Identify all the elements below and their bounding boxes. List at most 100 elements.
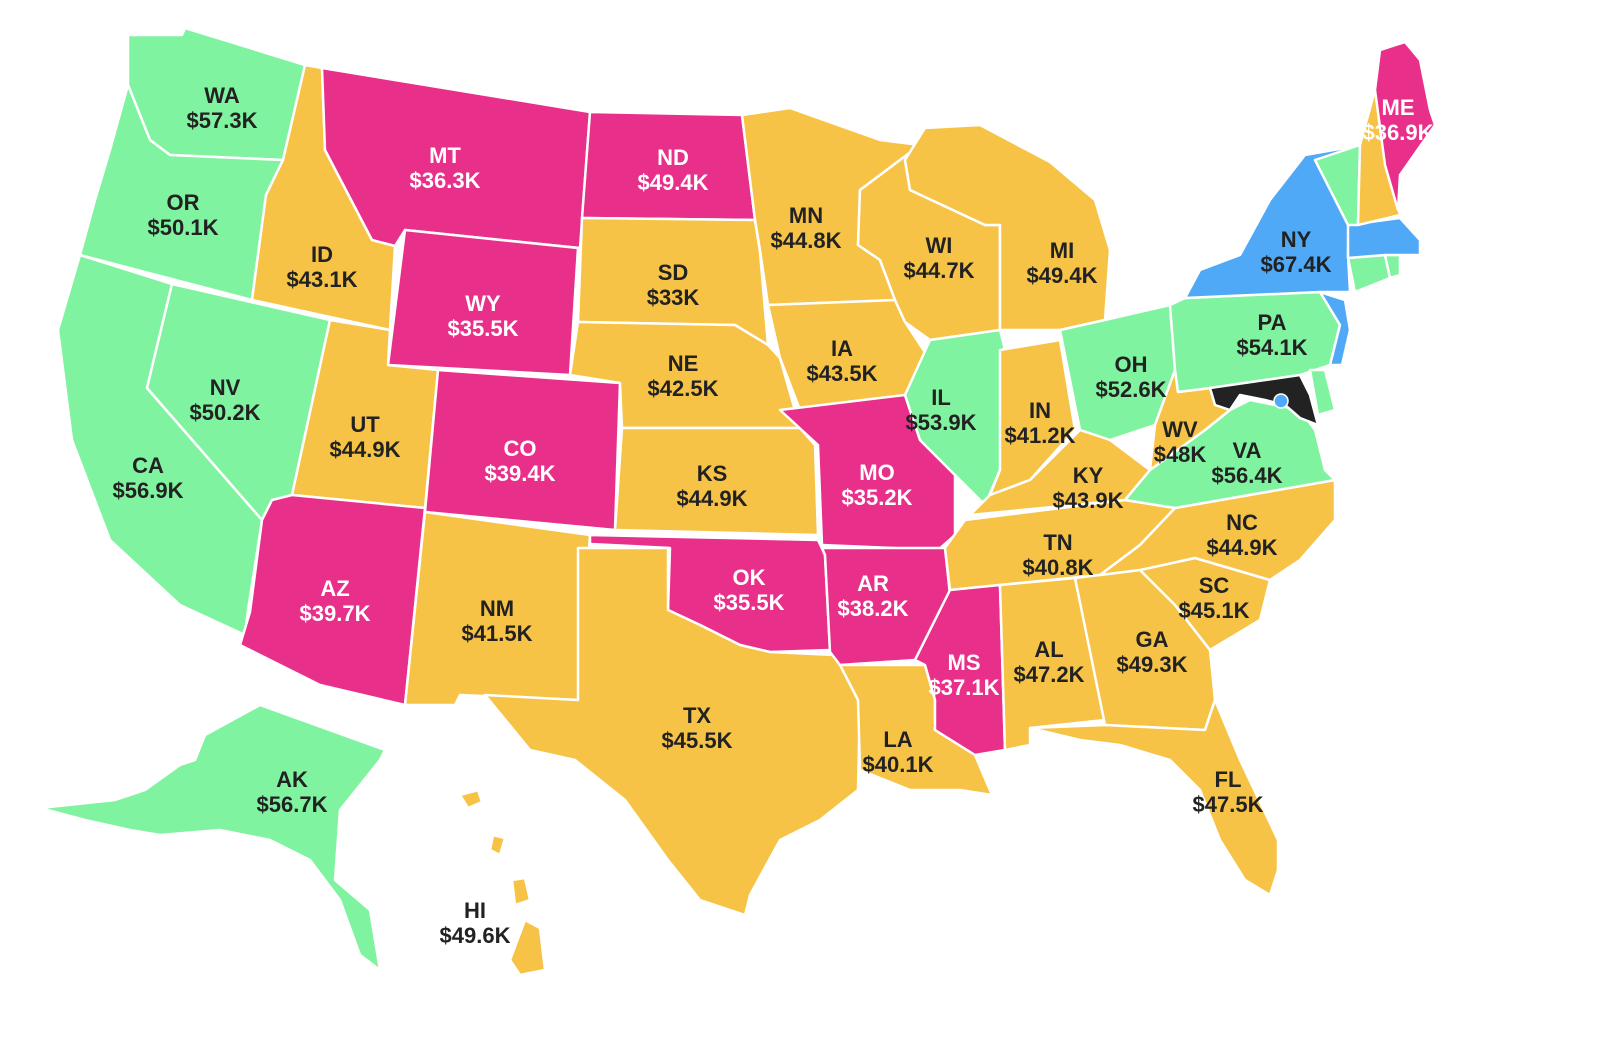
state-label-mt: MT — [429, 143, 461, 168]
state-hi-island-3[interactable] — [488, 833, 507, 857]
state-value-mt: $36.3K — [410, 168, 481, 193]
state-label-hi: HI — [464, 898, 486, 923]
state-value-wi: $44.7K — [904, 258, 975, 283]
state-value-al: $47.2K — [1014, 662, 1085, 687]
state-tx[interactable] — [483, 546, 862, 917]
state-label-ga: GA — [1136, 627, 1169, 652]
state-fl[interactable] — [1028, 698, 1280, 897]
state-value-il: $53.9K — [906, 410, 977, 435]
state-label-ok: OK — [733, 565, 766, 590]
state-label-la: LA — [883, 727, 912, 752]
state-label-co: CO — [504, 436, 537, 461]
state-label-sc: SC — [1199, 573, 1230, 598]
state-hi[interactable] — [508, 918, 547, 977]
state-label-wa: WA — [204, 83, 240, 108]
state-label-ut: UT — [350, 412, 380, 437]
state-label-pa: PA — [1258, 310, 1287, 335]
state-value-hi: $49.6K — [440, 923, 511, 948]
state-value-ny: $67.4K — [1261, 252, 1332, 277]
state-label-ak: AK — [276, 767, 308, 792]
state-label-fl: FL — [1215, 767, 1242, 792]
state-label-va: VA — [1233, 438, 1262, 463]
state-label-ar: AR — [857, 571, 889, 596]
state-ak[interactable] — [38, 703, 387, 972]
state-nj[interactable] — [1318, 290, 1352, 367]
state-label-wi: WI — [926, 233, 953, 258]
state-label-ca: CA — [132, 453, 164, 478]
state-value-id: $43.1K — [287, 267, 358, 292]
state-label-or: OR — [167, 190, 200, 215]
state-label-nv: NV — [210, 375, 241, 400]
state-label-id: ID — [311, 242, 333, 267]
state-label-ny: NY — [1281, 227, 1312, 252]
state-ny[interactable] — [1183, 146, 1352, 300]
state-ks[interactable] — [613, 426, 820, 537]
state-ma[interactable] — [1346, 216, 1422, 260]
state-label-ms: MS — [948, 650, 981, 675]
state-label-mo: MO — [859, 460, 894, 485]
state-value-ia: $43.5K — [807, 361, 878, 386]
state-value-fl: $47.5K — [1193, 792, 1264, 817]
state-value-nm: $41.5K — [462, 621, 533, 646]
state-label-ky: KY — [1073, 463, 1104, 488]
state-value-ok: $35.5K — [714, 590, 785, 615]
state-value-or: $50.1K — [148, 215, 219, 240]
state-label-ks: KS — [697, 461, 728, 486]
state-value-mn: $44.8K — [771, 228, 842, 253]
state-value-mo: $35.2K — [842, 485, 913, 510]
state-label-nd: ND — [657, 145, 689, 170]
state-value-co: $39.4K — [485, 461, 556, 486]
state-label-nm: NM — [480, 596, 514, 621]
state-value-ca: $56.9K — [113, 478, 184, 503]
state-value-wv: $48K — [1154, 442, 1207, 467]
state-label-ia: IA — [831, 336, 853, 361]
state-value-ak: $56.7K — [257, 792, 328, 817]
state-value-ar: $38.2K — [838, 596, 909, 621]
state-hi-island-4[interactable] — [458, 788, 484, 810]
state-value-ne: $42.5K — [648, 376, 719, 401]
state-value-wy: $35.5K — [448, 316, 519, 341]
state-value-tx: $45.5K — [662, 728, 733, 753]
state-labels: WA$57.3K OR$50.1K CA$56.9K NV$50.2K ID$43.1K… — [113, 83, 1434, 948]
state-label-nc: NC — [1226, 510, 1258, 535]
state-value-oh: $52.6K — [1096, 377, 1167, 402]
state-label-il: IL — [931, 385, 951, 410]
dc-marker[interactable] — [1273, 393, 1289, 409]
state-shapes — [38, 26, 1437, 977]
state-nh[interactable] — [1356, 88, 1402, 227]
state-value-in: $41.2K — [1005, 423, 1076, 448]
state-label-az: AZ — [320, 576, 349, 601]
state-value-az: $39.7K — [300, 601, 371, 626]
state-label-in: IN — [1029, 398, 1051, 423]
state-nc[interactable] — [1098, 478, 1337, 582]
state-label-wv: WV — [1162, 417, 1198, 442]
state-value-sd: $33K — [647, 285, 700, 310]
state-me[interactable] — [1373, 40, 1437, 212]
state-value-sc: $45.1K — [1179, 598, 1250, 623]
state-de[interactable] — [1308, 368, 1337, 417]
state-value-nd: $49.4K — [638, 170, 709, 195]
state-value-ms: $37.1K — [929, 675, 1000, 700]
state-value-la: $40.1K — [863, 752, 934, 777]
state-label-sd: SD — [658, 260, 689, 285]
state-value-ut: $44.9K — [330, 437, 401, 462]
state-value-ga: $49.3K — [1117, 652, 1188, 677]
state-label-oh: OH — [1115, 352, 1148, 377]
state-value-va: $56.4K — [1212, 463, 1283, 488]
state-label-al: AL — [1034, 637, 1063, 662]
state-label-wy: WY — [465, 291, 501, 316]
state-label-tx: TX — [683, 703, 711, 728]
state-value-tn: $40.8K — [1023, 555, 1094, 580]
state-value-me: $36.9K — [1363, 120, 1434, 145]
state-value-ky: $43.9K — [1053, 488, 1124, 513]
state-value-pa: $54.1K — [1237, 335, 1308, 360]
state-label-tn: TN — [1043, 530, 1072, 555]
state-value-ks: $44.9K — [677, 486, 748, 511]
state-ct[interactable] — [1346, 253, 1392, 294]
state-label-mn: MN — [789, 203, 823, 228]
state-hi-island-2[interactable] — [510, 876, 532, 907]
state-value-wa: $57.3K — [187, 108, 258, 133]
state-value-mi: $49.4K — [1027, 263, 1098, 288]
state-value-nv: $50.2K — [190, 400, 261, 425]
